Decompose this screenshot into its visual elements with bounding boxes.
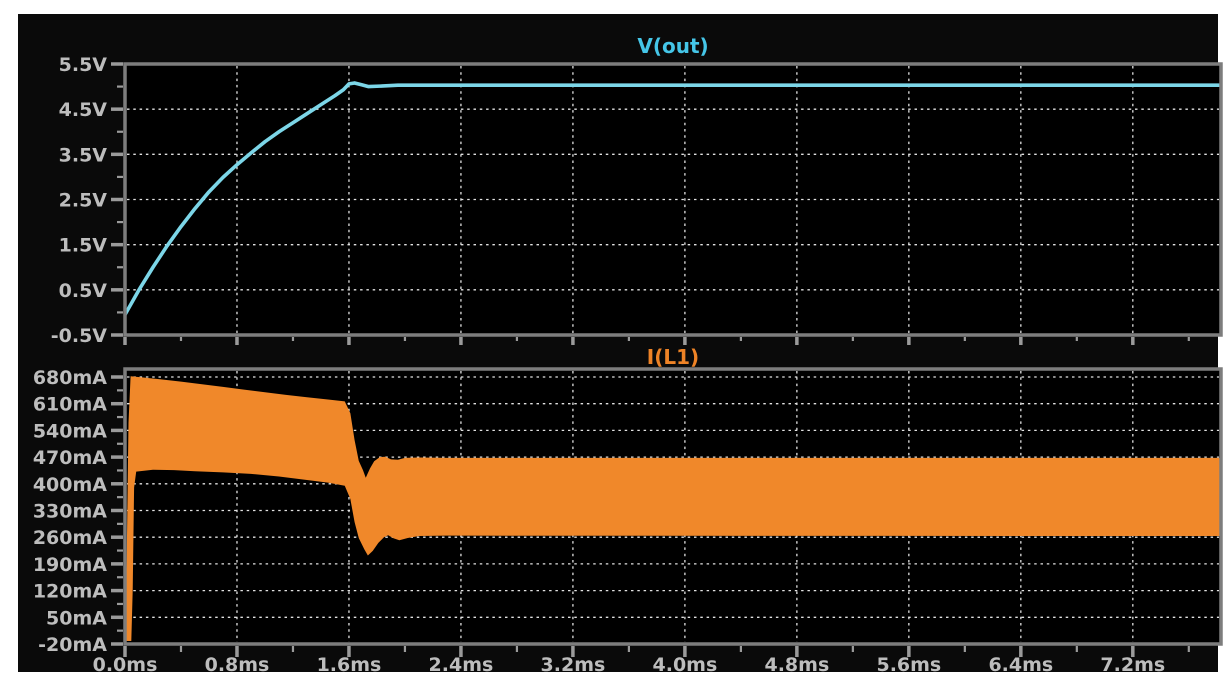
x-axis-tick-label: 1.6ms — [317, 654, 382, 676]
pane-background — [125, 64, 1221, 335]
x-axis-tick-label: 4.8ms — [764, 654, 829, 676]
x-axis-tick-label: 6.4ms — [988, 654, 1053, 676]
y-axis-tick-label: 610mA — [33, 394, 107, 416]
y-axis-tick-label: 260mA — [33, 527, 107, 549]
x-axis-tick-label: 7.2ms — [1100, 654, 1165, 676]
x-axis-tick-label: 2.4ms — [429, 654, 494, 676]
waveform-viewer-window: V(out) I(L1) 5.5V 4.5V 3.5V 2.5V 1.5V 0.5V -0.… — [18, 14, 1223, 676]
y-axis-tick-label: 2.5V — [59, 190, 108, 212]
y-axis-tick-label: 330mA — [33, 501, 107, 523]
x-axis-tick-label: 4.0ms — [653, 654, 718, 676]
y-axis-tick-label: 0.5V — [59, 280, 108, 302]
y-axis-tick-label: -0.5V — [51, 325, 108, 347]
x-axis-tick-label: 5.6ms — [876, 654, 941, 676]
x-axis-tick-label: 3.2ms — [541, 654, 606, 676]
y-axis-tick-label: 1.5V — [59, 235, 108, 257]
pane-border — [123, 62, 1223, 337]
y-axis-tick-label: -20mA — [38, 634, 107, 656]
y-axis-tick-label: 120mA — [33, 581, 107, 603]
y-axis-tick-label: 400mA — [33, 474, 107, 496]
x-axis-tick-label: 0.0ms — [93, 654, 158, 676]
y-axis-tick-label: 190mA — [33, 554, 107, 576]
y-axis-tick-label: 680mA — [33, 367, 107, 389]
voltage-pane-title[interactable]: V(out) — [637, 34, 709, 58]
current-ripple-band-trace[interactable] — [125, 376, 1221, 641]
y-axis-tick-label: 50mA — [46, 607, 107, 629]
pane-border — [123, 367, 1223, 646]
waveform-plot-canvas[interactable]: 5.5V 4.5V 3.5V 2.5V 1.5V 0.5V -0.5V 680mA 610mA 5… — [18, 14, 1232, 693]
y-axis-tick-label: 470mA — [33, 447, 107, 469]
y-axis-tick-label: 5.5V — [59, 54, 108, 76]
y-axis-tick-label: 4.5V — [59, 99, 108, 121]
y-axis-tick-label: 3.5V — [59, 144, 108, 166]
voltage-trace[interactable] — [125, 81, 1221, 317]
y-axis-tick-label: 540mA — [33, 420, 107, 442]
current-pane-title[interactable]: I(L1) — [646, 345, 700, 369]
x-axis-tick-label: 0.8ms — [205, 654, 270, 676]
